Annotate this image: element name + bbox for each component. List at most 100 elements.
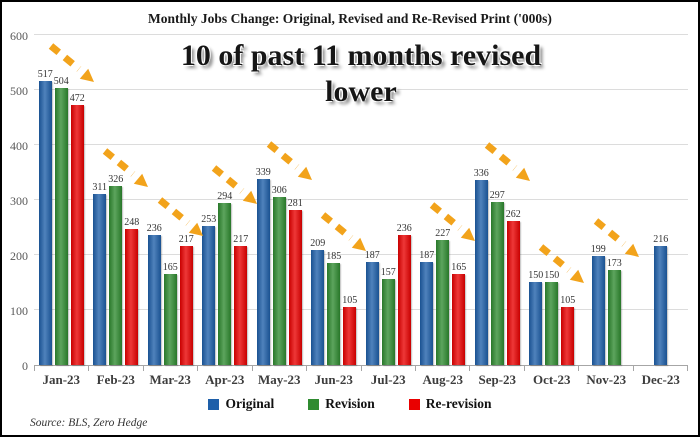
source-note: Source: BLS, Zero Hedge [30,417,148,429]
legend-swatch-icon [308,398,320,410]
month-group-jun-23: 209 185 105 [307,36,366,365]
bar-value-label: 336 [473,168,489,179]
revision-bar [545,282,559,365]
bar-groups: 517 504 472 311 326 248 236 165 217 253 294 217 339 3… [34,36,688,365]
x-axis-ticks-row [2,366,698,371]
annotation-line-2: lower [325,75,397,108]
bar-value-label: 339 [255,167,271,178]
bar-original-dec-23: 216 [653,234,668,365]
legend-label: Revision [325,396,375,411]
bar-value-label: 253 [201,214,217,225]
x-axis-label: Dec-23 [641,372,680,387]
month-group-dec-23: 216 [634,36,689,365]
revision-bar [381,279,395,365]
y-axis-tick-label: 400 [10,139,28,153]
x-axis-tick [362,366,416,371]
bar-value-label: 262 [505,209,521,220]
bar-re-revision-may-23: 281 [288,198,303,365]
annotation-text: 10 of past 11 months revised lower [91,38,631,110]
x-axis-ticks [34,366,689,371]
bar-re-revision-aug-23: 165 [451,262,466,365]
legend-item-original: Original [208,396,274,412]
revised-lower-arrow-icon [537,244,587,288]
bar-value-label: 105 [342,295,358,306]
original-bar [202,226,216,365]
bar-value-label: 472 [69,93,85,104]
re-revision-bar [179,246,193,365]
re-revision-bar [452,274,466,365]
bar-re-revision-jan-23: 472 [70,93,85,365]
bar-revision-jan-23: 504 [54,76,69,365]
bar-revision-feb-23: 326 [108,174,123,365]
y-axis-tick-label: 200 [10,249,28,263]
revision-bar [607,270,621,365]
bar-value-label: 199 [590,244,606,255]
x-axis-label: Nov-23 [586,372,627,387]
bar-re-revision-sep-23: 262 [506,209,521,365]
original-bar [420,262,434,365]
re-revision-bar [343,307,357,365]
revision-bar [218,203,232,365]
bar-revision-mar-23: 165 [163,262,178,365]
month-group-nov-23: 199 173 [579,36,639,365]
bar-original-aug-23: 187 [419,250,434,365]
bar-re-revision-jul-23: 236 [397,223,412,365]
bar-value-label: 187 [419,250,435,261]
chart-body: 0 100 200 300 400 500 600 10 of past 11 months… [2,29,698,373]
bar-revision-may-23: 306 [272,185,287,365]
x-axis-tick [144,366,199,371]
original-bar [147,235,161,365]
bar-value-label: 157 [380,267,396,278]
bar-original-jun-23: 209 [310,238,325,365]
re-revision-bar [561,307,575,365]
gridline [34,199,688,200]
x-axis-label: Jul-23 [370,372,406,387]
y-axis-tick-label: 0 [22,359,28,373]
x-axis-label: Jan-23 [42,372,81,387]
bar-re-revision-oct-23: 105 [560,295,575,365]
bar-value-label: 209 [310,238,326,249]
x-axis-label: May-23 [257,372,301,387]
month-group-feb-23: 311 326 248 [89,36,148,365]
revised-lower-arrow-icon [47,43,97,87]
re-revision-bar [506,221,520,365]
original-bar [654,246,668,365]
bar-value-label: 248 [124,217,140,228]
bar-value-label: 294 [217,191,233,202]
month-group-may-23: 339 306 281 [252,36,312,365]
bar-value-label: 504 [53,76,69,87]
bar-original-oct-23: 150 [528,270,543,365]
re-revision-bar [234,246,248,365]
bar-value-label: 150 [544,270,560,281]
bar-value-label: 217 [178,234,194,245]
legend-label: Original [225,396,275,411]
revision-bar [327,263,341,365]
gridline [34,89,688,90]
legend-item-re-revision: Re-revision [408,396,492,412]
legend-label: Re-revision [425,396,492,411]
bar-re-revision-apr-23: 217 [233,234,248,365]
bar-value-label: 173 [606,258,622,269]
bar-re-revision-jun-23: 105 [342,295,357,365]
bar-original-sep-23: 336 [474,168,489,365]
annotation-line-1: 10 of past 11 months revised [180,39,542,72]
bar-revision-aug-23: 227 [435,228,450,365]
gridline [34,144,688,145]
bar-original-mar-23: 236 [147,223,162,365]
x-axis-tick [198,366,253,371]
bar-value-label: 216 [653,234,669,245]
bar-revision-jun-23: 185 [326,251,341,365]
original-bar [38,81,52,365]
revised-lower-arrow-icon [428,202,478,246]
bar-value-label: 311 [92,182,108,193]
y-axis-tick-label: 100 [10,304,28,318]
legend-item-revision: Revision [308,396,375,412]
original-bar [474,180,488,365]
revision-bar [490,202,504,365]
bar-revision-apr-23: 294 [217,191,232,365]
re-revision-bar [125,229,139,365]
month-group-jul-23: 187 157 236 [361,36,416,365]
bar-original-nov-23: 199 [591,244,606,365]
original-bar [529,282,543,365]
